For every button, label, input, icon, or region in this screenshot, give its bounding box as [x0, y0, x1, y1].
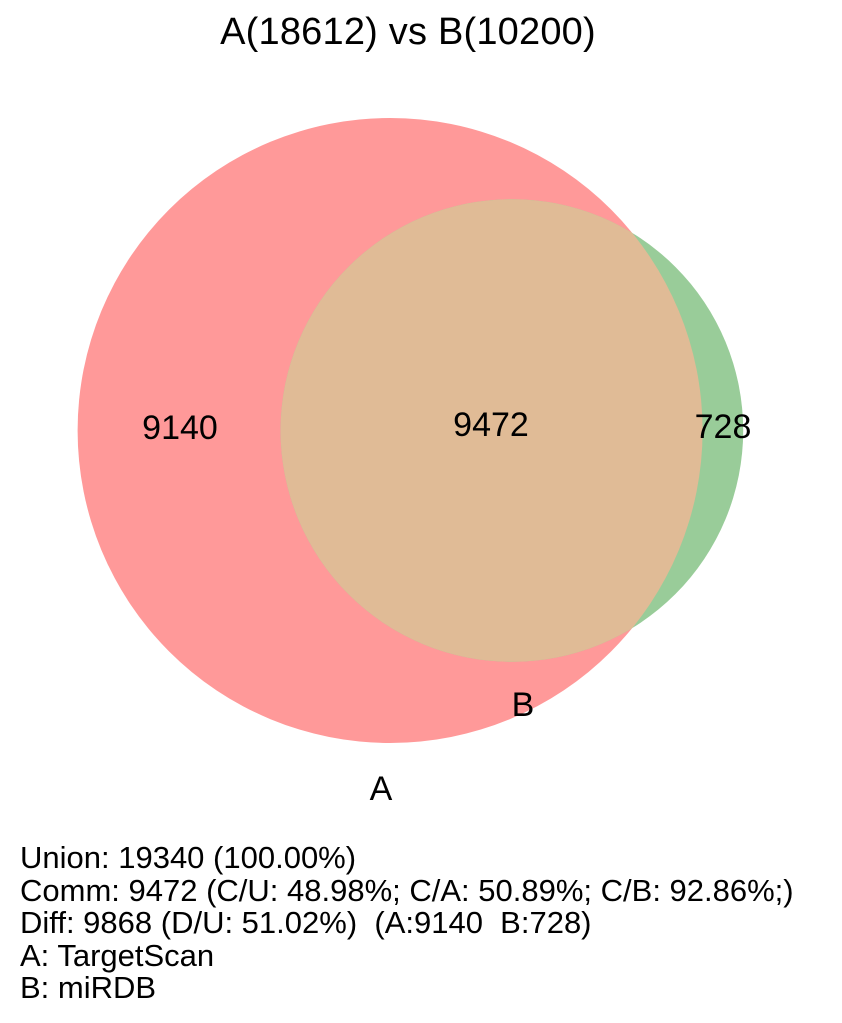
svg-text:B: B [512, 686, 535, 724]
svg-text:9472: 9472 [453, 406, 529, 444]
svg-text:A: A [370, 770, 393, 808]
svg-text:9140: 9140 [142, 409, 218, 447]
svg-text:728: 728 [695, 408, 752, 446]
